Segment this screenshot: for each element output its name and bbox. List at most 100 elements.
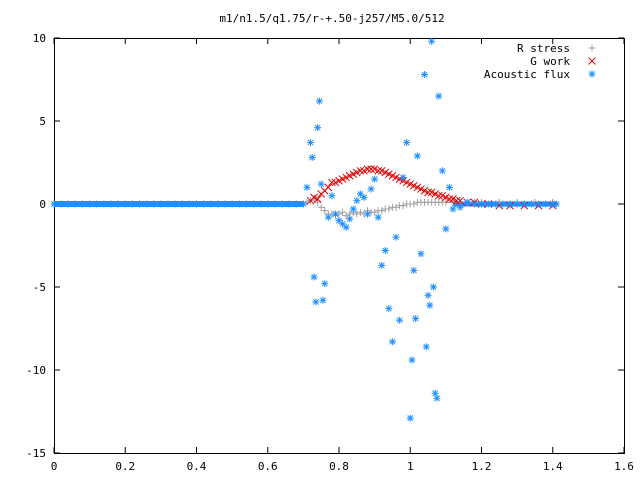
point-acoustic-flux xyxy=(410,266,418,274)
point-acoustic-flux xyxy=(143,200,151,208)
point-g-work xyxy=(367,165,375,173)
point-acoustic-flux xyxy=(207,200,215,208)
point-acoustic-flux xyxy=(171,200,179,208)
point-acoustic-flux xyxy=(235,200,243,208)
point-acoustic-flux xyxy=(421,71,428,79)
point-acoustic-flux xyxy=(299,200,307,208)
point-acoustic-flux xyxy=(57,200,65,208)
point-acoustic-flux xyxy=(93,200,101,208)
point-acoustic-flux xyxy=(374,213,382,221)
point-acoustic-flux xyxy=(435,92,443,100)
point-acoustic-flux xyxy=(392,233,400,241)
point-acoustic-flux xyxy=(114,200,122,208)
x-tick-label: 1.2 xyxy=(472,460,492,473)
point-acoustic-flux xyxy=(315,97,323,105)
point-g-work xyxy=(452,196,461,205)
x-tick-label: 1.4 xyxy=(543,460,563,473)
point-acoustic-flux xyxy=(429,283,437,291)
legend-marker-acoustic-flux xyxy=(588,70,596,78)
point-acoustic-flux xyxy=(360,193,368,201)
point-acoustic-flux xyxy=(445,183,453,191)
point-acoustic-flux xyxy=(424,291,432,299)
point-acoustic-flux xyxy=(470,200,478,208)
point-acoustic-flux xyxy=(396,316,404,324)
point-acoustic-flux xyxy=(367,185,375,193)
point-acoustic-flux xyxy=(485,200,493,208)
point-acoustic-flux xyxy=(328,192,336,200)
legend-marker-g-work xyxy=(588,57,596,65)
point-acoustic-flux xyxy=(406,414,414,422)
point-acoustic-flux xyxy=(100,200,108,208)
point-acoustic-flux xyxy=(552,200,560,208)
x-tick-label: 1.6 xyxy=(614,460,634,473)
point-r-stress xyxy=(410,200,418,208)
point-r-stress xyxy=(356,208,364,216)
point-acoustic-flux xyxy=(385,305,393,313)
x-tick-label: 0.2 xyxy=(115,460,135,473)
point-r-stress xyxy=(321,207,329,215)
point-acoustic-flux xyxy=(417,250,425,258)
point-acoustic-flux xyxy=(257,200,265,208)
point-acoustic-flux xyxy=(456,203,464,211)
point-acoustic-flux xyxy=(71,200,79,208)
point-acoustic-flux xyxy=(228,200,236,208)
point-acoustic-flux xyxy=(107,200,115,208)
point-acoustic-flux xyxy=(86,200,94,208)
point-acoustic-flux xyxy=(317,180,325,188)
point-acoustic-flux xyxy=(426,301,434,309)
point-acoustic-flux xyxy=(264,200,272,208)
legend-label-r-stress: R stress xyxy=(517,42,570,55)
point-acoustic-flux xyxy=(150,200,158,208)
point-g-work xyxy=(328,178,336,187)
point-r-stress xyxy=(339,208,347,216)
x-tick-label: 1 xyxy=(407,460,414,473)
point-acoustic-flux xyxy=(422,343,430,351)
point-acoustic-flux xyxy=(121,200,129,208)
point-acoustic-flux xyxy=(371,175,379,183)
point-acoustic-flux xyxy=(478,200,485,208)
point-acoustic-flux xyxy=(403,139,411,147)
point-acoustic-flux xyxy=(331,210,339,218)
point-acoustic-flux xyxy=(353,197,361,205)
point-acoustic-flux xyxy=(319,296,327,304)
series-r-stress xyxy=(303,195,557,220)
point-r-stress xyxy=(378,207,386,215)
point-acoustic-flux xyxy=(381,246,389,254)
point-acoustic-flux xyxy=(412,315,420,323)
point-g-work xyxy=(313,195,322,203)
point-acoustic-flux xyxy=(64,200,72,208)
point-acoustic-flux xyxy=(307,139,314,147)
point-acoustic-flux xyxy=(214,200,222,208)
point-acoustic-flux xyxy=(164,200,172,208)
point-acoustic-flux xyxy=(278,200,286,208)
x-tick-label: 0.6 xyxy=(258,460,278,473)
point-acoustic-flux xyxy=(157,200,165,208)
point-acoustic-flux xyxy=(535,200,542,208)
point-acoustic-flux xyxy=(271,200,279,208)
point-acoustic-flux xyxy=(185,200,193,208)
y-tick-label: -15 xyxy=(26,447,46,460)
point-acoustic-flux xyxy=(433,394,441,402)
plot-frame xyxy=(54,38,625,454)
point-acoustic-flux xyxy=(408,356,416,364)
point-acoustic-flux xyxy=(388,338,396,346)
point-g-work xyxy=(374,166,383,175)
point-g-work xyxy=(456,196,464,205)
point-acoustic-flux xyxy=(310,273,318,281)
point-acoustic-flux xyxy=(542,200,550,208)
point-acoustic-flux xyxy=(178,200,186,208)
point-acoustic-flux xyxy=(449,205,457,213)
point-r-stress xyxy=(317,203,325,211)
point-acoustic-flux xyxy=(499,200,507,208)
legend-marker-r-stress xyxy=(588,44,596,52)
point-acoustic-flux xyxy=(513,200,521,208)
point-acoustic-flux xyxy=(442,225,450,233)
legend-label-acoustic-flux: Acoustic flux xyxy=(484,68,570,81)
y-tick-label: 10 xyxy=(33,32,46,45)
point-acoustic-flux xyxy=(136,200,143,208)
point-acoustic-flux xyxy=(321,280,329,288)
chart-title: m1/n1.5/q1.75/r-+.50-j257/M5.0/512 xyxy=(219,12,444,25)
point-acoustic-flux xyxy=(79,200,86,208)
